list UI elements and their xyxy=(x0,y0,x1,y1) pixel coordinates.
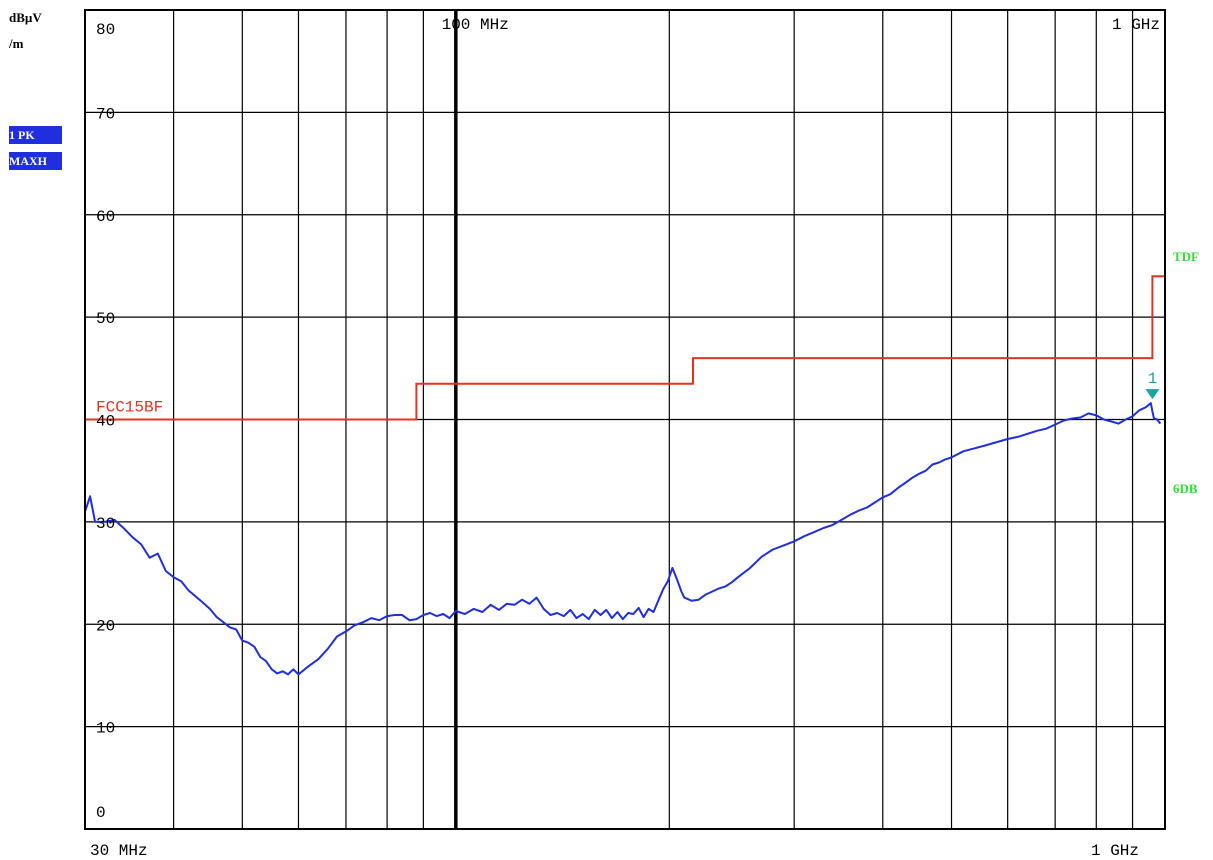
y-tick-label: 40 xyxy=(96,413,115,431)
x-start-label: 30 MHz xyxy=(90,842,148,860)
y-tick-label: 50 xyxy=(96,310,115,328)
x-end-label: 1 GHz xyxy=(1091,842,1140,860)
tdf-label: TDF xyxy=(1173,249,1199,264)
6db-label: 6DB xyxy=(1173,481,1198,496)
y-tick-label: 60 xyxy=(96,208,115,226)
y-tick-label: 30 xyxy=(96,515,115,533)
y-tick-label: 70 xyxy=(96,105,115,123)
y-tick-label: 80 xyxy=(96,21,115,39)
x-top-tick-label: 100 MHz xyxy=(442,16,509,34)
trace-badge-detector: 1 PK xyxy=(9,126,62,144)
plot-frame xyxy=(84,9,1166,830)
y-tick-label: 0 xyxy=(96,804,106,822)
y-unit-label: dBµV xyxy=(9,10,42,25)
limit-line-name: FCC15BF xyxy=(96,399,163,417)
y-tick-label: 20 xyxy=(96,617,115,635)
marker-1-triangle xyxy=(1145,389,1160,400)
marker-1-label: 1 xyxy=(1148,370,1158,388)
trace-1-pk-maxh xyxy=(84,402,1162,676)
trace-badge-mode: MAXH xyxy=(9,152,62,170)
limit-line xyxy=(85,275,1165,421)
y-unit-label-suffix: /m xyxy=(9,36,24,51)
y-tick-label: 10 xyxy=(96,720,115,738)
x-top-tick-label: 1 GHz xyxy=(1112,16,1160,34)
